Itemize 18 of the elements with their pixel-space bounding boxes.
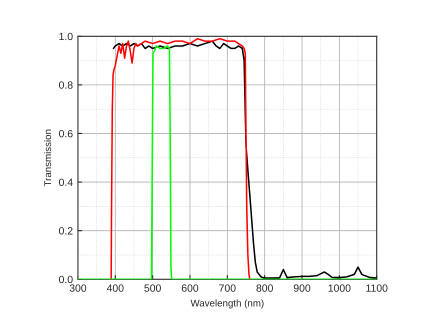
x-tick-label: 500 — [144, 284, 161, 292]
y-tick-label: 1.0 — [59, 32, 73, 40]
x-tick-label: 900 — [294, 284, 310, 292]
x-tick-label: 700 — [219, 284, 236, 292]
x-tick-label: 800 — [256, 284, 273, 292]
x-tick-label: 1000 — [328, 284, 351, 292]
x-tick-label: 400 — [106, 284, 124, 292]
x-tick-label: 1100 — [366, 284, 388, 292]
y-tick-label: 0.0 — [59, 276, 73, 284]
y-axis-title: Transmission — [44, 130, 52, 186]
line-series — [108, 38, 252, 280]
y-tick-label: 0.6 — [59, 130, 73, 138]
x-axis-title: Wavelength (nm) — [190, 299, 264, 308]
y-tick-label: 0.4 — [59, 178, 73, 186]
x-tick-label: 300 — [70, 284, 86, 292]
y-tick-label: 0.8 — [59, 81, 73, 89]
x-tick-label: 600 — [182, 284, 198, 292]
y-tick-label: 0.2 — [59, 227, 73, 235]
